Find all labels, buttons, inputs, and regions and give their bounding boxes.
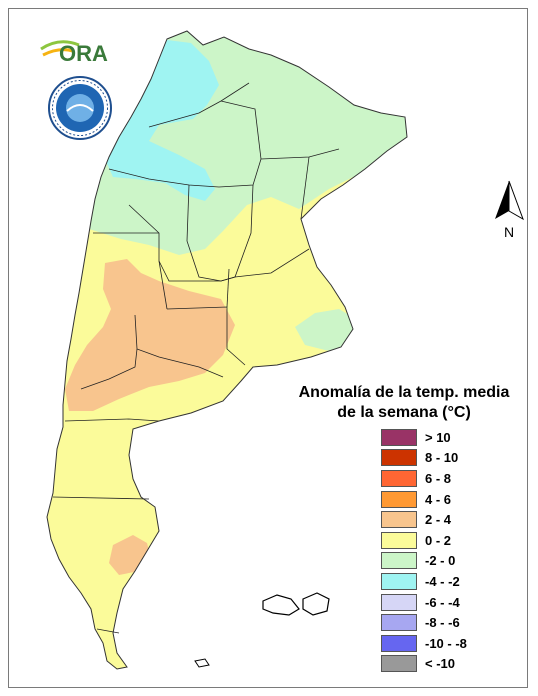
legend-label: 0 - 2 [425, 532, 452, 548]
legend-label: -10 - -8 [425, 635, 467, 651]
legend: > 10 8 - 10 6 - 8 4 - 6 2 - 4 0 - 2 -2 -… [381, 427, 467, 674]
legend-item: -6 - -4 [381, 592, 467, 613]
map-frame: ORA N Anomalía de la temp. media de la s… [8, 8, 528, 688]
legend-label: < -10 [425, 656, 455, 672]
smn-seal-icon [48, 76, 112, 140]
north-label: N [504, 224, 514, 240]
legend-label: -8 - -6 [425, 615, 460, 631]
ora-logo-text: ORA [59, 41, 108, 66]
malvinas-islands [262, 592, 330, 616]
legend-title: Anomalía de la temp. media de la semana … [279, 383, 529, 423]
north-arrow-icon: N [495, 180, 524, 240]
legend-swatch [381, 449, 417, 467]
legend-swatch [381, 614, 417, 632]
legend-swatch [381, 469, 417, 487]
legend-swatch [381, 428, 417, 446]
legend-title-line2: de la semana (°C) [337, 404, 471, 421]
legend-item: 8 - 10 [381, 448, 467, 469]
zone-2-4-center [65, 259, 235, 411]
legend-swatch [381, 552, 417, 570]
legend-item: > 10 [381, 427, 467, 448]
legend-item: 0 - 2 [381, 530, 467, 551]
legend-label: -2 - 0 [425, 553, 456, 569]
ora-logo: ORA [40, 40, 108, 66]
legend-item: -4 - -2 [381, 571, 467, 592]
country-outline [46, 30, 408, 670]
legend-label: 6 - 8 [425, 470, 452, 486]
anomaly-map [46, 30, 408, 670]
legend-swatch [381, 572, 417, 590]
legend-swatch [381, 490, 417, 508]
legend-label: 8 - 10 [425, 450, 459, 466]
legend-title-line1: Anomalía de la temp. media [298, 384, 510, 401]
legend-swatch [381, 511, 417, 529]
legend-item: 2 - 4 [381, 509, 467, 530]
province-borders [52, 82, 340, 634]
legend-item: 4 - 6 [381, 489, 467, 510]
legend-swatch [381, 655, 417, 673]
legend-label: > 10 [425, 429, 451, 445]
legend-swatch [381, 634, 417, 652]
legend-item: -8 - -6 [381, 612, 467, 633]
small-isles [194, 658, 210, 668]
legend-label: 4 - 6 [425, 491, 452, 507]
zone-minus4-minus2 [105, 39, 219, 201]
legend-label: 2 - 4 [425, 512, 452, 528]
legend-item: < -10 [381, 654, 467, 675]
legend-swatch [381, 593, 417, 611]
legend-item: 6 - 8 [381, 468, 467, 489]
legend-item: -10 - -8 [381, 633, 467, 654]
zone-minus2-0-coast [295, 309, 359, 351]
legend-label: -4 - -2 [425, 573, 460, 589]
legend-item: -2 - 0 [381, 551, 467, 572]
legend-swatch [381, 531, 417, 549]
legend-label: -6 - -4 [425, 594, 460, 610]
